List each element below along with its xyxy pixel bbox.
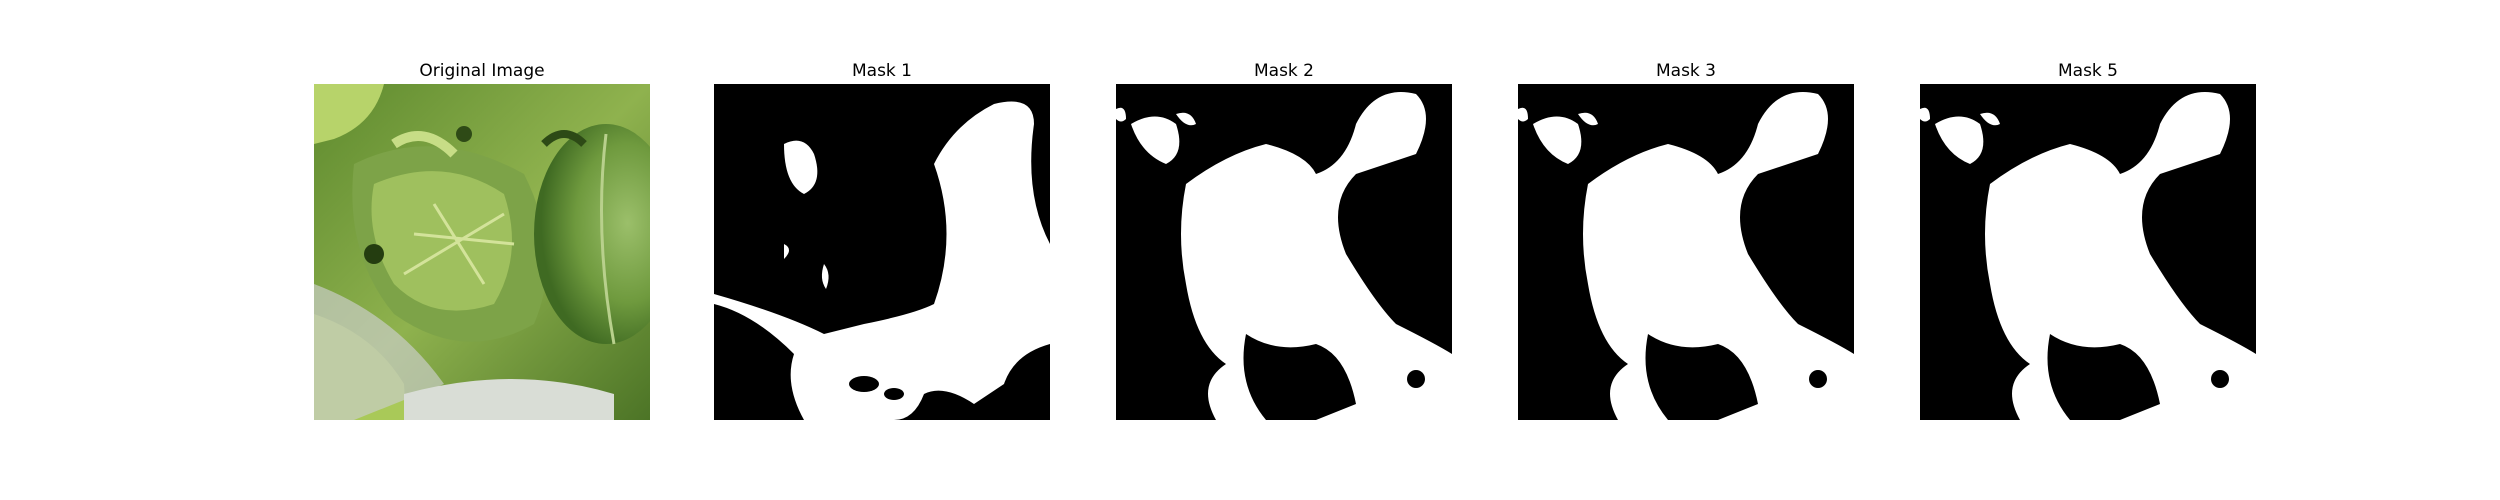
panel-title: Mask 1: [851, 61, 912, 81]
mask-2-image: [1116, 84, 1452, 420]
panel-title: Mask 2: [1253, 61, 1314, 81]
mask-5-image: [1920, 84, 2256, 420]
panel-title: Mask 5: [2057, 61, 2118, 81]
panel-title: Mask 3: [1655, 61, 1716, 81]
panel-title: Original Image: [419, 61, 545, 81]
mask-3-image: [1518, 84, 1854, 420]
original-image: [314, 84, 650, 420]
mask-1-image: [714, 84, 1050, 420]
